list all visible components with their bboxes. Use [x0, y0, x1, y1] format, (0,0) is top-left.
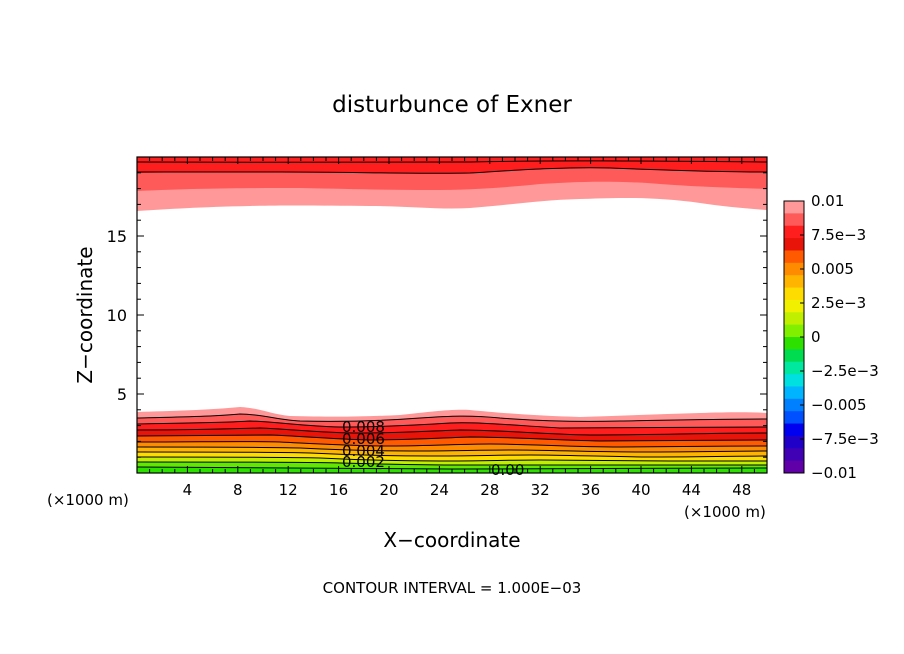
contour-labels: 0.008 0.006 0.004 0.002 0.00 [342, 418, 524, 479]
colorbar: 0.01 7.5e−3 0.005 2.5e−3 0 −2.5e−3 −0.005 −7.5e… [783, 192, 879, 482]
colorbar-tick-label: −7.5e−3 [811, 430, 879, 448]
x-axis: 4 8 12 16 20 24 28 32 36 40 44 48 [183, 481, 752, 499]
x-tick-label: 28 [480, 481, 499, 499]
colorbar-swatch [784, 250, 804, 264]
colorbar-swatch [784, 398, 804, 412]
top-contour-1 [136, 167, 768, 174]
colorbar-swatch [784, 460, 804, 474]
y-tick-label: 15 [107, 227, 127, 246]
plot-area: 0.008 0.006 0.004 0.002 0.00 [136, 156, 768, 479]
contour-label-0.002: 0.002 [342, 453, 385, 471]
colorbar-swatch [784, 238, 804, 251]
y-tick-label: 10 [107, 306, 127, 325]
top-contour-2 [136, 160, 768, 163]
colorbar-swatch [784, 386, 804, 400]
colorbar-swatch [784, 374, 804, 387]
colorbar-swatch [784, 287, 804, 301]
colorbar-swatch [784, 435, 804, 449]
x-tick-label: 36 [581, 481, 600, 499]
x-tick-label: 8 [233, 481, 243, 499]
chart-title: disturbunce of Exner [332, 92, 572, 118]
colorbar-swatch [784, 361, 804, 375]
x-unit-left: (×1000 m) [47, 491, 129, 509]
colorbar-tick-label: −2.5e−3 [811, 362, 879, 380]
x-tick-label: 48 [732, 481, 751, 499]
colorbar-swatch [784, 225, 804, 239]
x-tick-label: 40 [631, 481, 650, 499]
contour-interval-footer: CONTOUR INTERVAL = 1.000E−03 [323, 579, 582, 597]
colorbar-swatch [784, 411, 804, 425]
colorbar-tick-label: 2.5e−3 [811, 294, 866, 312]
colorbar-swatch [784, 337, 804, 350]
x-tick-label: 20 [379, 481, 398, 499]
x-tick-label: 4 [183, 481, 193, 499]
x-tick-label: 16 [329, 481, 348, 499]
colorbar-tick-label: 0.01 [811, 192, 844, 210]
y-axis: 5 10 15 [107, 227, 127, 404]
x-tick-label: 44 [682, 481, 701, 499]
x-axis-label: X−coordinate [383, 528, 520, 552]
x-unit-right: (×1000 m) [684, 503, 766, 521]
colorbar-tick-label: −0.01 [811, 464, 857, 482]
colorbar-swatch [784, 275, 804, 289]
contour-label-0.00: 0.00 [491, 461, 524, 479]
y-tick-label: 5 [117, 385, 127, 404]
x-tick-label: 32 [531, 481, 550, 499]
y-axis-label: Z−coordinate [73, 246, 97, 383]
colorbar-tick-label: 7.5e−3 [811, 226, 866, 244]
colorbar-tick-label: −0.005 [811, 396, 867, 414]
x-tick-label: 12 [279, 481, 298, 499]
contour-label-0.008: 0.008 [342, 418, 385, 436]
colorbar-swatch [784, 201, 804, 214]
colorbar-swatch [784, 324, 804, 338]
x-tick-label: 24 [430, 481, 449, 499]
colorbar-swatch [784, 312, 804, 326]
colorbar-swatch [784, 349, 804, 363]
contour-label-0.006: 0.006 [342, 430, 385, 448]
colorbar-swatch [784, 448, 804, 462]
axis-ticks [137, 157, 767, 473]
colorbar-swatch [784, 299, 804, 313]
contour-label-0.004: 0.004 [342, 442, 385, 460]
colorbar-swatch [784, 423, 804, 437]
colorbar-swatch [784, 262, 804, 276]
colorbar-swatch [784, 213, 804, 227]
colorbar-tick-label: 0 [811, 328, 821, 346]
colorbar-tick-label: 0.005 [811, 260, 854, 278]
bottom-contour-lines [136, 413, 768, 470]
